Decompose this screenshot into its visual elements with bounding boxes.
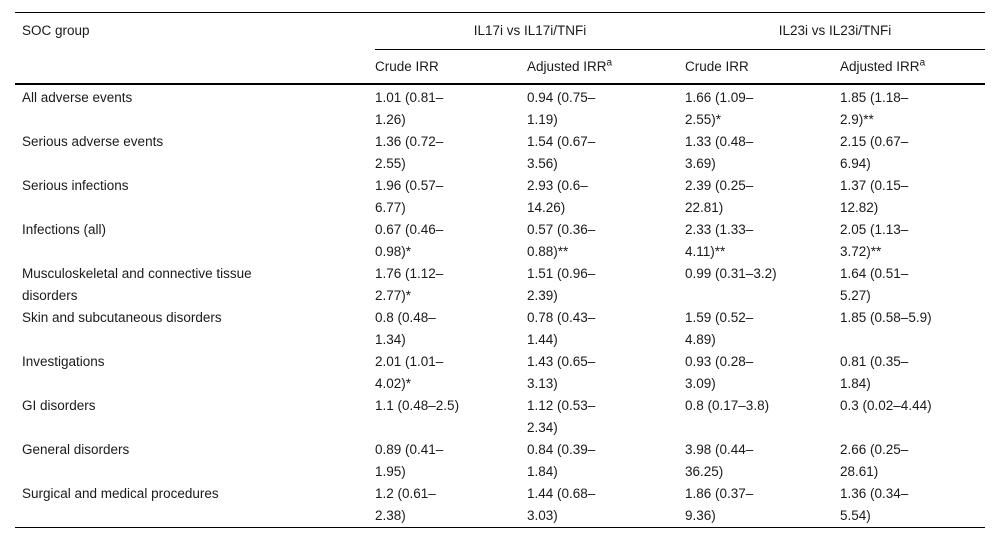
cell-adjusted-irr-il23i: 1.36 (0.34– 5.54) — [840, 486, 909, 523]
col-header-label: Crude IRR — [685, 58, 749, 74]
footnote-marker-a: a — [606, 57, 613, 68]
cell-adjusted-irr-il23i: 2.15 (0.67– 6.94) — [840, 134, 909, 171]
cell-crude-irr-il17i: 1.2 (0.61– 2.38) — [375, 486, 436, 523]
cell-adjusted-irr-il23i: 1.85 (1.18– 2.9)** — [840, 90, 909, 127]
cell-adjusted-irr-il17i: 1.43 (0.65– 3.13) — [527, 354, 596, 391]
cell-adjusted-irr-il17i: 0.57 (0.36– 0.88)** — [527, 222, 596, 259]
cell-adjusted-irr-il23i: 1.64 (0.51– 5.27) — [840, 266, 909, 303]
cell-crude-irr-il17i: 1.01 (0.81– 1.26) — [375, 90, 444, 127]
table-row-investigations: Investigations 2.01 (1.01– 4.02)* 1.43 (… — [15, 351, 985, 395]
cell-crude-irr-il23i: 1.86 (0.37– 9.36) — [685, 486, 754, 523]
cell-crude-irr-il23i: 0.99 (0.31–3.2) — [685, 266, 777, 281]
cell-crude-irr-il23i: 1.33 (0.48– 3.69) — [685, 134, 754, 171]
table-row-serious-adverse-events: Serious adverse events 1.36 (0.72– 2.55)… — [15, 131, 985, 175]
col-header-adjusted-irr-il23i: Adjusted IRRa — [840, 49, 986, 85]
subheader-row: Crude IRR Adjusted IRRa Crude IRR Adjust… — [15, 49, 986, 85]
table-header: SOC group IL17i vs IL17i/TNFi IL23i vs I… — [15, 12, 986, 85]
cell-adjusted-irr-il17i: 0.84 (0.39– 1.84) — [527, 442, 596, 479]
cell-crude-irr-il17i: 2.01 (1.01– 4.02)* — [375, 354, 444, 391]
table-row-musculoskeletal-disorders: Musculoskeletal and connective tissue di… — [15, 263, 985, 307]
cell-adjusted-irr-il17i: 1.54 (0.67– 3.56) — [527, 134, 596, 171]
row-label: All adverse events — [22, 90, 133, 105]
cell-crude-irr-il23i: 2.39 (0.25– 22.81) — [685, 178, 754, 215]
cell-crude-irr-il17i: 1.96 (0.57– 6.77) — [375, 178, 444, 215]
row-label: Serious adverse events — [22, 134, 164, 149]
col-header-crude-irr-il23i: Crude IRR — [685, 49, 841, 85]
cell-crude-irr-il23i: 0.93 (0.28– 3.09) — [685, 354, 754, 391]
row-label: General disorders — [22, 442, 130, 457]
col-group-il17i-vs-il17i-tnfi: IL17i vs IL17i/TNFi — [375, 12, 686, 50]
col-header-label: Crude IRR — [375, 58, 439, 74]
cell-crude-irr-il17i: 1.76 (1.12– 2.77)* — [375, 266, 444, 303]
row-label: Infections (all) — [22, 222, 107, 237]
table-row-serious-infections: Serious infections 1.96 (0.57– 6.77) 2.9… — [15, 175, 985, 219]
cell-crude-irr-il23i: 0.8 (0.17–3.8) — [685, 398, 770, 413]
col-header-soc-group: SOC group — [15, 12, 375, 85]
row-label: Surgical and medical procedures — [22, 486, 219, 501]
table-row-surgical-medical-procedures: Surgical and medical procedures 1.2 (0.6… — [15, 483, 985, 528]
cell-crude-irr-il17i: 1.36 (0.72– 2.55) — [375, 134, 444, 171]
row-label: Investigations — [22, 354, 105, 369]
row-label: Skin and subcutaneous disorders — [22, 310, 222, 325]
cell-adjusted-irr-il23i: 0.3 (0.02–4.44) — [840, 398, 932, 413]
col-group-il23i-vs-il23i-tnfi: IL23i vs IL23i/TNFi — [685, 12, 986, 50]
cell-adjusted-irr-il23i: 2.66 (0.25– 28.61) — [840, 442, 909, 479]
cell-adjusted-irr-il17i: 1.44 (0.68– 3.03) — [527, 486, 596, 523]
table-row-general-disorders: General disorders 0.89 (0.41– 1.95) 0.84… — [15, 439, 985, 483]
table-body: All adverse events 1.01 (0.81– 1.26) 0.9… — [15, 84, 985, 528]
cell-adjusted-irr-il23i: 1.37 (0.15– 12.82) — [840, 178, 909, 215]
row-label: GI disorders — [22, 398, 96, 413]
cell-crude-irr-il17i: 0.89 (0.41– 1.95) — [375, 442, 444, 479]
col-header-label: Adjusted IRR — [527, 58, 607, 74]
irr-results-table: SOC group IL17i vs IL17i/TNFi IL23i vs I… — [15, 12, 986, 528]
table-row-gi-disorders: GI disorders 1.1 (0.48–2.5) 1.12 (0.53– … — [15, 395, 985, 439]
cell-adjusted-irr-il17i: 1.51 (0.96– 2.39) — [527, 266, 596, 303]
cell-adjusted-irr-il17i: 1.12 (0.53– 2.34) — [527, 398, 596, 435]
cell-crude-irr-il17i: 0.8 (0.48– 1.34) — [375, 310, 436, 347]
cell-crude-irr-il23i: 1.66 (1.09– 2.55)* — [685, 90, 754, 127]
col-header-crude-irr-il17i: Crude IRR — [375, 49, 527, 85]
table-row-skin-subcutaneous-disorders: Skin and subcutaneous disorders 0.8 (0.4… — [15, 307, 985, 351]
cell-crude-irr-il23i: 3.98 (0.44– 36.25) — [685, 442, 754, 479]
cell-adjusted-irr-il23i: 2.05 (1.13– 3.72)** — [840, 222, 909, 259]
spanner-header-row: SOC group IL17i vs IL17i/TNFi IL23i vs I… — [15, 12, 986, 85]
row-label: Musculoskeletal and connective tissue di… — [22, 266, 252, 303]
cell-crude-irr-il17i: 1.1 (0.48–2.5) — [375, 398, 460, 413]
cell-crude-irr-il23i: 2.33 (1.33– 4.11)** — [685, 222, 754, 259]
col-header-label: Adjusted IRR — [840, 58, 920, 74]
row-label: Serious infections — [22, 178, 129, 193]
cell-adjusted-irr-il17i: 2.93 (0.6– 14.26) — [527, 178, 588, 215]
cell-crude-irr-il23i: 1.59 (0.52– 4.89) — [685, 310, 754, 347]
cell-adjusted-irr-il23i: 1.85 (0.58–5.9) — [840, 310, 932, 325]
col-header-adjusted-irr-il17i: Adjusted IRRa — [527, 49, 686, 85]
cell-crude-irr-il17i: 0.67 (0.46– 0.98)* — [375, 222, 444, 259]
cell-adjusted-irr-il17i: 0.94 (0.75– 1.19) — [527, 90, 596, 127]
table-row-infections-all: Infections (all) 0.67 (0.46– 0.98)* 0.57… — [15, 219, 985, 263]
footnote-marker-a: a — [919, 57, 926, 68]
cell-adjusted-irr-il23i: 0.81 (0.35– 1.84) — [840, 354, 909, 391]
table-row-all-adverse-events: All adverse events 1.01 (0.81– 1.26) 0.9… — [15, 84, 985, 131]
cell-adjusted-irr-il17i: 0.78 (0.43– 1.44) — [527, 310, 596, 347]
